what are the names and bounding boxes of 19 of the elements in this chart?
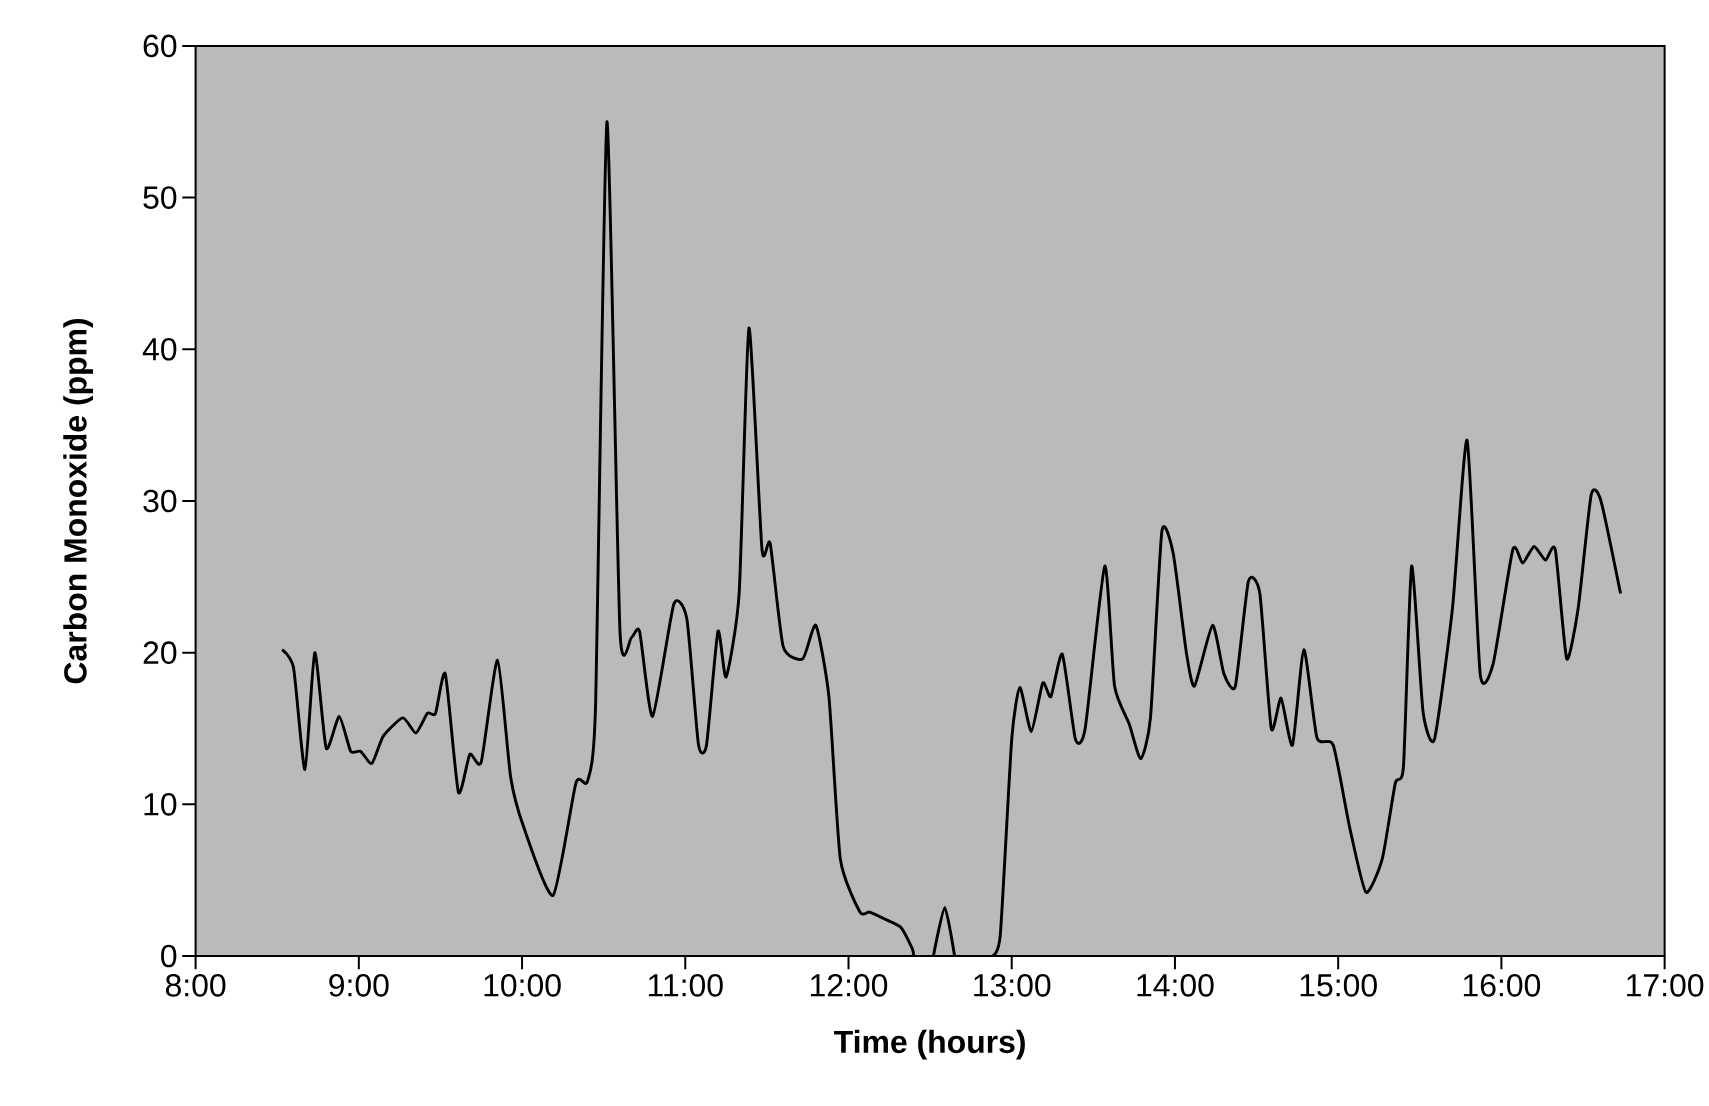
y-tick-label: 20 [143, 641, 177, 665]
y-tick-label: 50 [143, 186, 177, 210]
y-tick-label: 60 [143, 34, 177, 58]
y-tick-label: 0 [161, 944, 177, 968]
x-axis-title: Time (hours) [834, 1029, 1025, 1060]
y-tick-label: 40 [142, 338, 177, 361]
x-tick-label: 16:00 [1463, 974, 1541, 997]
y-tick-label: 10 [144, 793, 177, 816]
x-tick-label: 12:00 [810, 974, 888, 997]
x-tick-label: 17:00 [1627, 974, 1704, 997]
x-tick-label: 10:00 [484, 974, 561, 997]
x-tick-label: 9:00 [329, 974, 389, 997]
y-axis-title: Carbon Monoxide (ppm) [63, 319, 94, 684]
x-tick-label: 11:00 [648, 974, 723, 997]
x-tick-label: 8:00 [165, 974, 226, 997]
x-tick-label: 15:00 [1300, 974, 1377, 997]
x-tick-label: 14:00 [1137, 974, 1214, 997]
x-tick-label: 13:00 [974, 974, 1051, 997]
y-tick-label: 30 [143, 489, 177, 513]
